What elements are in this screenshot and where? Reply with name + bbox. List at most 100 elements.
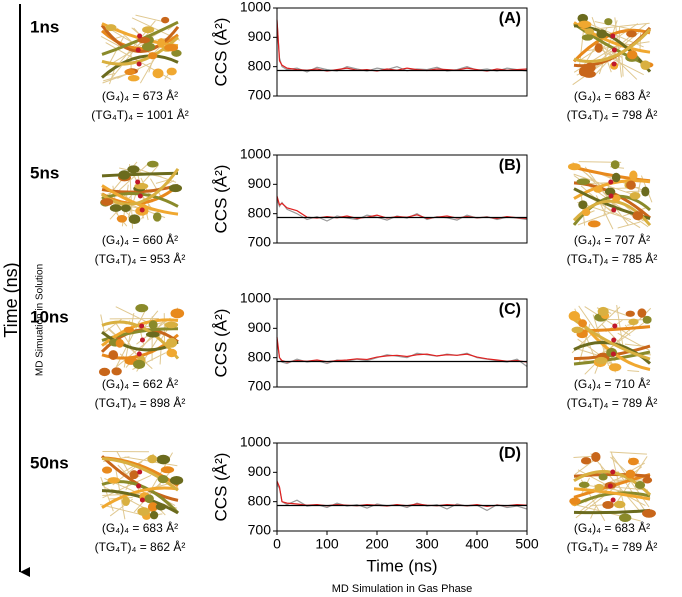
molecule-strand: [590, 504, 605, 507]
molecule-base: [120, 204, 131, 213]
molecule-base: [604, 18, 613, 26]
molecule-base: [155, 503, 167, 511]
molecule-strand: [584, 306, 631, 336]
molecule-backbone: [573, 28, 652, 63]
time-label: 50ns: [30, 453, 69, 472]
molecule-backbone: [101, 54, 179, 79]
molecule-base: [160, 466, 175, 474]
molecule-illustration: [100, 450, 184, 520]
molecule-base: [157, 38, 166, 48]
molecule-strand: [577, 338, 616, 367]
molecule-base: [629, 192, 641, 200]
molecule-base: [170, 308, 185, 319]
molecule-base: [577, 20, 592, 29]
molecule-ion: [136, 351, 142, 357]
molecule-ion: [610, 33, 616, 39]
ccs-trace: [276, 337, 528, 363]
molecule-ion: [136, 61, 142, 67]
molecule-backbone: [101, 184, 179, 216]
plot-frame: [276, 154, 528, 244]
molecule-base: [148, 320, 158, 330]
molecule-base: [168, 184, 183, 193]
ccs-caption: (TG₄T)₄ = 862 Å²: [95, 539, 186, 554]
molecule-base: [594, 483, 604, 492]
molecule-ion: [608, 179, 614, 185]
molecule-base: [602, 500, 614, 509]
molecule-base: [580, 457, 592, 465]
molecule-strand: [590, 453, 640, 512]
molecule-base: [164, 321, 179, 329]
molecule-base: [587, 220, 601, 228]
molecule-base: [142, 26, 155, 34]
molecule-ion: [608, 193, 614, 199]
molecule-base: [157, 475, 169, 484]
molecule-strand: [607, 56, 644, 76]
time-label: 5ns: [30, 163, 59, 182]
molecule-base: [105, 24, 117, 32]
plot-frame: [276, 298, 528, 388]
ccs-caption: (TG₄T)₄ = 785 Å²: [567, 251, 658, 266]
molecule-base: [133, 359, 146, 370]
y-axis-label: CCS (Å²): [211, 453, 230, 522]
molecule-base: [610, 160, 620, 170]
y-tick-label: 900: [248, 175, 272, 191]
molecule-base: [581, 34, 594, 41]
molecule-base: [101, 466, 113, 474]
molecule-base: [567, 163, 581, 171]
molecule-base: [148, 52, 158, 60]
molecule-base: [134, 182, 149, 190]
molecule-backbone: [101, 171, 179, 178]
molecule-base: [597, 306, 609, 317]
y-tick-label: 700: [248, 87, 272, 103]
ccs-caption: (TG₄T)₄ = 798 Å²: [567, 107, 658, 122]
molecule-base: [111, 367, 122, 376]
molecule-base: [612, 194, 621, 202]
molecule-illustration: [567, 160, 653, 230]
molecule-base: [137, 507, 150, 516]
molecule-ion: [139, 323, 145, 329]
molecule-base: [642, 476, 653, 484]
panel-label: (C): [499, 301, 521, 318]
molecule-base: [569, 497, 581, 505]
molecule-base: [166, 348, 178, 358]
molecule-backbone: [101, 36, 180, 66]
molecule-strand: [627, 369, 640, 372]
molecule-base: [584, 62, 596, 73]
time-label: 1ns: [30, 17, 59, 36]
ccs-caption: (TG₄T)₄ = 898 Å²: [95, 395, 186, 410]
molecule-base: [625, 310, 635, 317]
molecule-base: [626, 30, 637, 38]
molecule-ion: [136, 483, 142, 489]
ccs-caption: (TG₄T)₄ = 953 Å²: [95, 251, 186, 266]
molecule-base: [135, 304, 149, 313]
y-tick-label: 1000: [240, 146, 271, 162]
molecule-base: [123, 326, 134, 333]
molecule-base: [581, 208, 591, 217]
molecule-base: [627, 457, 639, 466]
molecule-illustration: [98, 304, 185, 377]
y-tick-label: 900: [248, 28, 272, 44]
molecule-base: [169, 475, 184, 485]
molecule-base: [166, 337, 178, 348]
molecule-strand: [595, 317, 652, 360]
molecule-base: [129, 470, 139, 480]
molecule-base: [108, 350, 119, 360]
molecule-strand: [591, 16, 612, 73]
molecule-base: [166, 67, 177, 76]
molecule-ion: [139, 497, 145, 503]
molecule-base: [571, 326, 584, 334]
panel-label: (B): [499, 157, 521, 174]
ccs-trace: [276, 19, 528, 72]
x-tick-label: 200: [365, 536, 389, 552]
molecule-ion: [610, 469, 616, 475]
molecule-strand: [102, 492, 146, 497]
molecule-base: [634, 481, 646, 490]
molecule-strand: [609, 451, 647, 455]
molecule-ion: [610, 351, 616, 357]
molecule-base: [613, 500, 626, 509]
molecule-backbone: [573, 487, 651, 501]
molecule-base: [642, 315, 652, 324]
ccs-trace: [276, 480, 528, 507]
molecule-base: [628, 318, 639, 326]
molecule-base: [626, 180, 636, 190]
